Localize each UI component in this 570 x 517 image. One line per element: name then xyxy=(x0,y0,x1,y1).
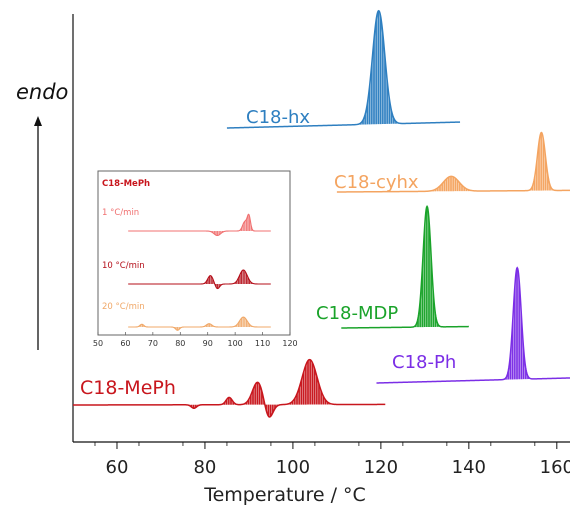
peak-area-inset-10-c-min xyxy=(128,270,271,289)
curve-inset-10-c-min xyxy=(128,269,271,290)
curve-c18-mdp xyxy=(341,204,469,329)
curve-c18-meph xyxy=(73,358,386,418)
x-tick-label-80: 80 xyxy=(193,457,216,478)
inset-x-tick-label-90: 90 xyxy=(203,339,213,348)
inset-plot: 50 60 70 80 90 100 110 120 C18-MePh 1 °C/min 10 °C… xyxy=(93,170,298,348)
series-inset-10-c-min: 10 °C/min xyxy=(102,261,271,290)
series-inset-1-c-min: 1 °C/min xyxy=(102,208,271,237)
y-axis-title: endo xyxy=(16,80,69,104)
curve-c18-cyhx xyxy=(336,131,570,193)
curve-c18-ph xyxy=(376,266,570,384)
series-label-c18-cyhx: C18-cyhx xyxy=(334,172,419,193)
x-tick-label-140: 140 xyxy=(452,457,486,478)
series-label-inset-10-c-min: 10 °C/min xyxy=(102,261,145,271)
inset-frame xyxy=(97,170,291,336)
inset-x-tick-label-120: 120 xyxy=(282,339,297,348)
x-tick-label-100: 100 xyxy=(276,457,310,478)
series-c18-mdp: C18-MDP xyxy=(316,204,469,329)
series-c18-ph: C18-Ph xyxy=(376,266,570,384)
peak-area-c18-meph xyxy=(73,359,386,417)
series-c18-meph: C18-MePh xyxy=(73,358,386,418)
inset-title: C18-MePh xyxy=(102,179,150,189)
series-label-c18-ph: C18-Ph xyxy=(392,352,456,373)
curve-inset-1-c-min xyxy=(128,213,271,237)
x-tick-label-160: 160 xyxy=(540,457,570,478)
series-c18-hx: C18-hx xyxy=(226,9,461,129)
inset-x-tick-label-70: 70 xyxy=(148,339,158,348)
peak-area-c18-ph xyxy=(376,267,570,383)
series-label-inset-1-c-min: 1 °C/min xyxy=(102,208,139,218)
inset-x-tick-label-100: 100 xyxy=(228,339,243,348)
inset-x-tick-label-60: 60 xyxy=(120,339,130,348)
y-axis-arrow xyxy=(34,116,42,350)
curve-inset-20-c-min xyxy=(128,316,271,331)
series-label-c18-hx: C18-hx xyxy=(246,107,310,128)
curve-c18-hx xyxy=(226,9,461,129)
peak-area-inset-20-c-min xyxy=(128,317,271,331)
inset-x-tick-label-110: 110 xyxy=(255,339,270,348)
series-label-inset-20-c-min: 20 °C/min xyxy=(102,302,145,312)
main-plot-area: 60 80 100 120 140 160 C18-hx C18-cyhx C18-MDP C18… xyxy=(72,9,570,478)
series-label-c18-mdp: C18-MDP xyxy=(316,303,398,324)
x-axis-title: Temperature / °C xyxy=(204,484,366,506)
peak-area-c18-cyhx xyxy=(336,132,570,192)
series-c18-cyhx: C18-cyhx xyxy=(334,131,570,193)
inset-x-tick-label-50: 50 xyxy=(93,339,103,348)
series-label-c18-meph: C18-MePh xyxy=(80,377,176,399)
x-tick-label-120: 120 xyxy=(364,457,398,478)
x-tick-label-60: 60 xyxy=(106,457,129,478)
inset-x-tick-label-80: 80 xyxy=(175,339,185,348)
series-inset-20-c-min: 20 °C/min xyxy=(102,302,271,331)
